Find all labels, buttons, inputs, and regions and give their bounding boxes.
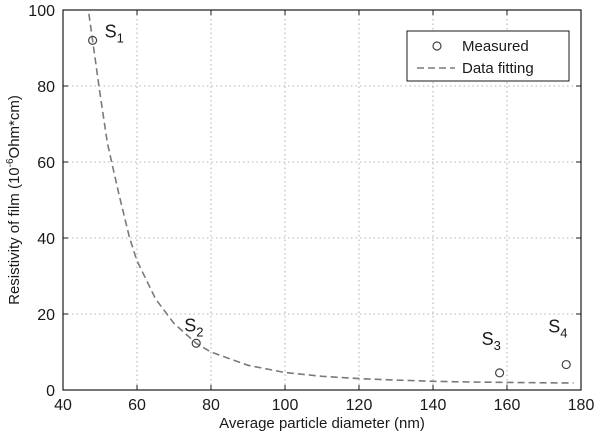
point-label-subscript: 3 (494, 338, 501, 353)
y-tick-label: 100 (28, 3, 55, 20)
measured-point (495, 368, 505, 378)
y-tick-label: 80 (37, 79, 55, 96)
x-tick-label: 180 (568, 397, 595, 414)
fit-line (88, 13, 574, 384)
x-tick-label: 80 (202, 397, 220, 414)
measured-point (561, 359, 571, 370)
y-tick-label: 40 (37, 231, 55, 248)
x-tick-label: 40 (54, 397, 72, 414)
measured-point (191, 338, 201, 348)
legend: Measured Data fitting (406, 30, 570, 82)
measured-point (87, 35, 98, 46)
fit-line-layer (88, 13, 574, 384)
point-label-letter: S (482, 329, 494, 349)
point-label-letter: S (105, 21, 117, 41)
y-axis-label: Resistivity of film (10-6Ohm*cm) (5, 95, 23, 305)
point-label: S2 (184, 315, 203, 339)
x-tick-label: 160 (494, 397, 521, 414)
y-tick-label: 60 (37, 155, 55, 172)
x-tick-label: 100 (272, 397, 299, 414)
x-tick-label: 120 (346, 397, 373, 414)
y-axis-label-suffix: Ohm*cm) (6, 95, 23, 158)
legend-label-fitting: Data fitting (462, 60, 534, 77)
marker-layer (87, 35, 571, 378)
y-axis-label-exponent: -6 (5, 158, 16, 167)
point-label-subscript: 4 (560, 326, 567, 341)
plot-frame (62, 9, 582, 391)
legend-box (406, 30, 570, 82)
legend-marker-measured (432, 41, 442, 51)
legend-label-measured: Measured (462, 38, 529, 55)
point-label-letter: S (548, 317, 560, 337)
point-label: S3 (482, 329, 501, 353)
x-tick-label: 140 (420, 397, 447, 414)
x-tick-label: 60 (128, 397, 146, 414)
tick-layer: 40 60 80 100 120 140 160 180 0 20 40 60 80 100 (28, 3, 594, 414)
point-label-letter: S (184, 315, 196, 335)
point-label: S1 (105, 21, 124, 45)
y-tick-label: 0 (46, 383, 55, 400)
point-label-subscript: 2 (196, 324, 203, 339)
y-axis-label-prefix: Resistivity of film (10 (6, 167, 23, 305)
grid (63, 10, 581, 390)
point-label: S4 (548, 317, 567, 341)
y-tick-label: 20 (37, 307, 55, 324)
x-axis-label: Average particle diameter (nm) (219, 415, 425, 432)
point-label-subscript: 1 (117, 30, 124, 45)
